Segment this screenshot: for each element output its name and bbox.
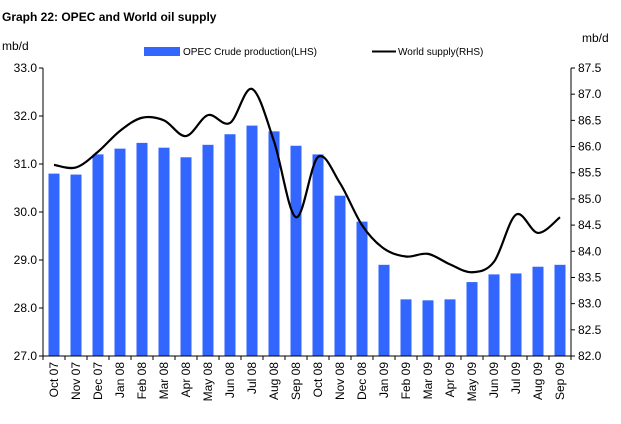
- x-tick-label: Jan 08: [113, 362, 127, 398]
- x-tick-label: Sep 08: [289, 362, 303, 400]
- bar-opec: [70, 174, 82, 356]
- right-tick-label: 86.0: [578, 140, 602, 154]
- bar-opec: [532, 266, 544, 356]
- right-tick-label: 87.5: [578, 61, 602, 75]
- legend-label-opec: OPEC Crude production(LHS): [183, 47, 317, 58]
- bar-opec: [268, 131, 280, 356]
- x-tick-label: Jul 09: [509, 362, 523, 394]
- bar-opec: [444, 299, 456, 356]
- x-tick-label: May 09: [465, 362, 479, 402]
- bar-opec: [466, 282, 478, 356]
- right-tick-label: 85.0: [578, 192, 602, 206]
- right-tick-label: 86.5: [578, 113, 602, 127]
- x-tick-label: Oct 07: [47, 362, 61, 398]
- legend-swatch-opec: [144, 47, 180, 56]
- bar-opec: [180, 157, 192, 356]
- x-tick-label: Oct 08: [311, 362, 325, 398]
- x-tick-label: Nov 08: [333, 362, 347, 400]
- x-tick-label: Mar 08: [157, 362, 171, 400]
- bar-opec: [422, 300, 434, 356]
- left-tick-label: 33.0: [14, 61, 38, 75]
- right-tick-label: 84.5: [578, 218, 602, 232]
- bar-opec: [224, 134, 236, 356]
- bar-opec: [158, 147, 170, 356]
- bar-opec: [312, 154, 324, 356]
- left-tick-label: 32.0: [14, 109, 38, 123]
- x-tick-label: Feb 08: [135, 362, 149, 400]
- bar-opec: [554, 264, 566, 356]
- bar-opec: [334, 195, 346, 356]
- bar-opec: [114, 148, 126, 356]
- x-tick-label: Jul 08: [245, 362, 259, 394]
- bars: [48, 125, 566, 356]
- right-axis-unit: mb/d: [582, 31, 609, 45]
- x-tick-label: Aug 08: [267, 362, 281, 400]
- left-axis: 27.0 28.0 29.0 30.0 31.0 32.0 33.0: [14, 61, 44, 363]
- legend: OPEC Crude production(LHS) World supply(…: [144, 47, 483, 58]
- x-tick-label: May 08: [201, 362, 215, 402]
- legend-label-world: World supply(RHS): [398, 47, 483, 58]
- left-tick-label: 27.0: [14, 349, 38, 363]
- bar-opec: [378, 264, 390, 356]
- bar-opec: [356, 221, 368, 356]
- x-tick-label: Aug 09: [531, 362, 545, 400]
- right-axis: 82.0 82.5 83.0 83.5 84.0 84.5 85.0 85.5 86.0 86.5…: [570, 61, 602, 363]
- left-tick-label: 31.0: [14, 157, 38, 171]
- x-tick-label: Apr 09: [443, 362, 457, 398]
- bar-opec: [246, 125, 258, 356]
- bar-opec: [510, 273, 522, 356]
- bar-opec: [290, 145, 302, 356]
- bar-opec: [136, 142, 148, 356]
- right-tick-label: 82.0: [578, 349, 602, 363]
- right-tick-label: 83.5: [578, 270, 602, 284]
- x-tick-label: Dec 07: [91, 362, 105, 400]
- right-tick-label: 85.5: [578, 166, 602, 180]
- x-tick-label: Nov 07: [69, 362, 83, 400]
- x-tick-label: Mar 09: [421, 362, 435, 400]
- bar-opec: [48, 173, 60, 356]
- bar-opec: [202, 144, 214, 356]
- bar-opec: [488, 274, 500, 356]
- right-tick-label: 84.0: [578, 244, 602, 258]
- x-tick-label: Sep 09: [553, 362, 567, 400]
- x-tick-label: Feb 09: [399, 362, 413, 400]
- left-tick-label: 29.0: [14, 253, 38, 267]
- x-tick-label: Apr 08: [179, 362, 193, 398]
- world-supply-line: [53, 87, 561, 274]
- x-tick-label: Jun 08: [223, 362, 237, 398]
- left-axis-unit: mb/d: [2, 39, 29, 53]
- x-tick-label: Dec 08: [355, 362, 369, 400]
- right-tick-label: 82.5: [578, 323, 602, 337]
- left-tick-label: 28.0: [14, 301, 38, 315]
- left-tick-label: 30.0: [14, 205, 38, 219]
- bar-opec: [400, 299, 412, 356]
- bar-opec: [92, 154, 104, 356]
- chart-title: Graph 22: OPEC and World oil supply: [2, 10, 217, 24]
- x-tick-label: Jan 09: [377, 362, 391, 398]
- right-tick-label: 87.0: [578, 87, 602, 101]
- x-axis: Oct 07 Nov 07 Dec 07 Jan 08 Feb 08 Mar 08 Apr …: [42, 355, 572, 402]
- right-tick-label: 83.0: [578, 297, 602, 311]
- x-tick-label: Jun 09: [487, 362, 501, 398]
